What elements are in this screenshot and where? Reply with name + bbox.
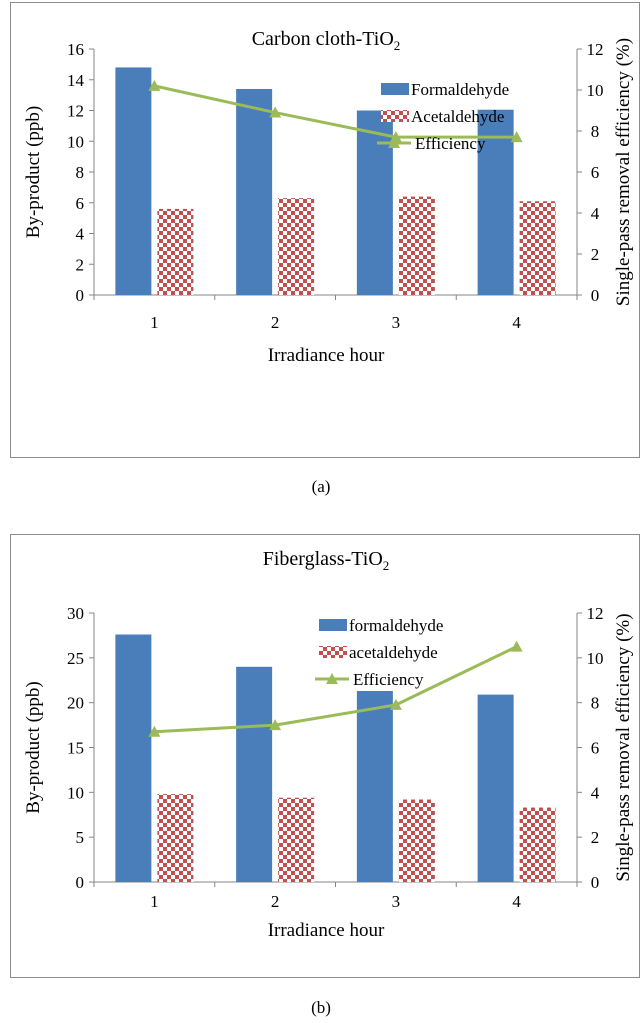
bar-acetaldehyde — [157, 794, 194, 882]
chart-a: Carbon cloth-TiO202468101214160246810121… — [23, 28, 634, 366]
x-tick-label: 3 — [392, 313, 401, 332]
efficiency-point — [269, 719, 282, 731]
bar-acetaldehyde — [398, 196, 435, 295]
legend-swatch-formaldehyde — [319, 619, 347, 631]
y-tick-label: 30 — [67, 604, 84, 623]
y2-tick-label: 4 — [591, 783, 600, 802]
bar-formaldehyde — [115, 67, 152, 295]
x-tick-label: 2 — [271, 892, 280, 911]
y2-tick-label: 2 — [591, 828, 600, 847]
y-tick-label: 15 — [67, 739, 84, 758]
legend-swatch-efficiency-marker — [388, 137, 400, 148]
y2-tick-label: 12 — [587, 604, 604, 623]
y-axis-label: By-product (ppb) — [23, 681, 44, 813]
legend-label-formaldehyde: Formaldehyde — [411, 80, 509, 99]
efficiency-point — [510, 640, 523, 652]
bar-acetaldehyde — [519, 807, 556, 882]
y-tick-label: 0 — [76, 286, 85, 305]
bar-formaldehyde — [477, 694, 514, 882]
y-tick-label: 0 — [76, 873, 85, 892]
legend-label-efficiency: Efficiency — [415, 134, 486, 153]
chart-title: Fiberglass-TiO2 — [263, 548, 390, 573]
chart-title-main: Carbon cloth-TiO — [252, 28, 394, 50]
y2-tick-label: 0 — [591, 873, 600, 892]
y-tick-label: 10 — [67, 132, 84, 151]
y-tick-label: 16 — [67, 40, 84, 59]
x-tick-label: 1 — [150, 313, 159, 332]
efficiency-line — [154, 84, 517, 139]
bar-formaldehyde — [236, 666, 273, 882]
y2-tick-label: 8 — [591, 694, 600, 713]
x-tick-label: 3 — [392, 892, 401, 911]
legend-swatch-efficiency-marker — [326, 673, 338, 684]
y2-tick-label: 4 — [591, 204, 600, 223]
x-tick-label: 4 — [512, 892, 521, 911]
legend-label-efficiency: Efficiency — [353, 670, 424, 689]
efficiency-point — [510, 131, 523, 143]
bar-acetaldehyde — [278, 198, 315, 295]
x-tick-label: 1 — [150, 892, 159, 911]
chart-panel-a: Carbon cloth-TiO2 0 2 4 6 8 10 12 14 16 0 2 4 6 8 10 12 1… — [10, 2, 640, 458]
efficiency-point — [148, 79, 161, 91]
y-tick-label: 2 — [76, 255, 85, 274]
y2-tick-label: 8 — [591, 122, 600, 141]
y2-tick-label: 2 — [591, 245, 600, 264]
chart-title-main: Fiberglass-TiO — [263, 548, 383, 570]
chart-title-subscript: 2 — [394, 38, 401, 53]
bar-formaldehyde — [236, 88, 273, 295]
bar-formaldehyde — [477, 109, 514, 295]
y-tick-label: 5 — [76, 828, 85, 847]
x-axis-label: Irradiance hour — [268, 920, 385, 941]
bar-formaldehyde — [115, 634, 152, 882]
efficiency-point — [148, 725, 161, 737]
efficiency-point — [389, 698, 402, 710]
y-tick-label: 12 — [67, 102, 84, 121]
y-axis-label: By-product (ppb) — [23, 106, 44, 238]
y-tick-label: 4 — [76, 225, 85, 244]
chart-title: Carbon cloth-TiO2 — [252, 28, 401, 53]
x-tick-label: 2 — [271, 313, 280, 332]
bar-acetaldehyde — [157, 208, 194, 295]
caption-b: (b) — [311, 998, 331, 1017]
y2-tick-label: 6 — [591, 163, 600, 182]
y2-tick-label: 10 — [587, 649, 604, 668]
bar-acetaldehyde — [278, 797, 315, 882]
legend-label-acetaldehyde: acetaldehyde — [349, 643, 438, 662]
chart-panel-b: Fiberglass-TiO2 0 5 10 15 20 25 30 0 2 4 6 8 10 12 1 2 3 4… — [10, 534, 640, 978]
y-tick-label: 20 — [67, 694, 84, 713]
y-tick-label: 14 — [67, 71, 85, 90]
bar-formaldehyde — [356, 110, 393, 295]
bar-acetaldehyde — [519, 201, 556, 295]
y-tick-label: 25 — [67, 649, 84, 668]
y2-axis-label: Single-pass removal efficiency (%) — [613, 38, 634, 306]
efficiency-point — [269, 106, 282, 118]
bar-formaldehyde — [356, 691, 393, 882]
x-tick-label: 4 — [512, 313, 521, 332]
x-axis-label: Irradiance hour — [268, 345, 385, 366]
y2-tick-label: 0 — [591, 286, 600, 305]
legend-label-acetaldehyde: Acetaldehyde — [411, 107, 504, 126]
bar-acetaldehyde — [398, 799, 435, 882]
chart-title-subscript: 2 — [383, 558, 390, 573]
y2-tick-label: 6 — [591, 739, 600, 758]
caption-a: (a) — [311, 477, 331, 496]
y2-tick-label: 10 — [587, 81, 604, 100]
legend-swatch-formaldehyde — [381, 83, 409, 95]
y-tick-label: 6 — [76, 194, 85, 213]
efficiency-line — [154, 645, 518, 734]
y-tick-label: 10 — [67, 783, 84, 802]
legend-swatch-acetaldehyde — [319, 646, 347, 658]
y-tick-label: 8 — [76, 163, 85, 182]
y2-tick-label: 12 — [587, 40, 604, 59]
legend-swatch-acetaldehyde — [381, 110, 409, 122]
y2-axis-label: Single-pass removal efficiency (%) — [613, 613, 634, 881]
legend-label-formaldehyde: formaldehyde — [349, 616, 443, 635]
